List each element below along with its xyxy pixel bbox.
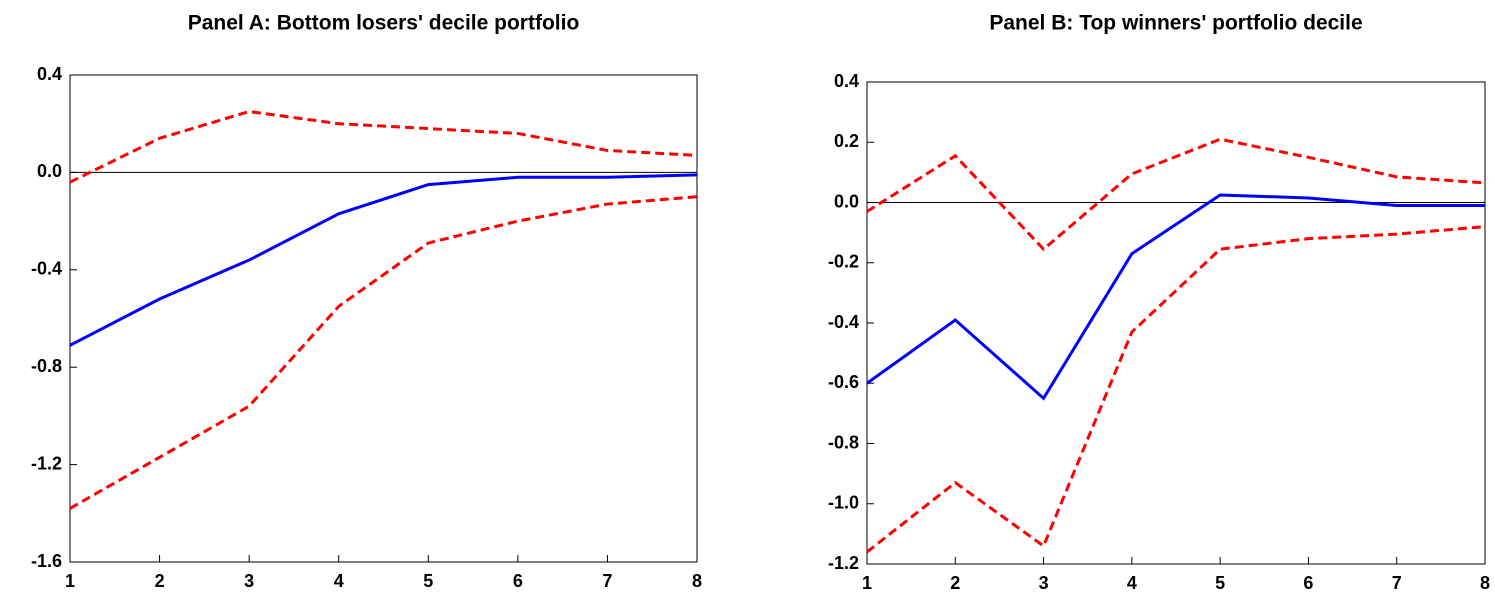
y-tick-label: -0.4 bbox=[828, 312, 859, 332]
y-tick-label: -1.2 bbox=[828, 553, 859, 573]
chart-title: Panel B: Top winners' portfolio decile bbox=[989, 12, 1362, 35]
plot-frame bbox=[69, 74, 698, 563]
y-tick-label: 0.2 bbox=[834, 131, 859, 151]
x-tick-label: 6 bbox=[1303, 573, 1313, 593]
y-tick-label: -0.4 bbox=[31, 259, 62, 279]
y-tick-label: -0.2 bbox=[828, 252, 859, 272]
band-line bbox=[866, 137, 1486, 252]
y-tick-label: 0.4 bbox=[37, 64, 62, 84]
x-tick-label: 5 bbox=[423, 571, 433, 591]
x-tick-label: 2 bbox=[155, 571, 165, 591]
x-tick-label: 4 bbox=[1127, 573, 1137, 593]
response-line bbox=[69, 173, 698, 347]
x-tick-label: 1 bbox=[862, 573, 872, 593]
x-tick-label: 2 bbox=[950, 573, 960, 593]
x-tick-label: 8 bbox=[1480, 573, 1490, 593]
y-tick-label: 0.4 bbox=[834, 71, 859, 91]
x-tick-label: 3 bbox=[1039, 573, 1049, 593]
band-line bbox=[69, 109, 698, 184]
x-tick-label: 3 bbox=[244, 571, 254, 591]
chart-title: Panel A: Bottom losers' decile portfolio bbox=[188, 12, 580, 35]
band-line bbox=[69, 195, 698, 510]
x-tick-label: 1 bbox=[65, 571, 75, 591]
y-tick-label: -1.0 bbox=[828, 493, 859, 513]
band-line bbox=[866, 225, 1486, 554]
x-tick-label: 6 bbox=[513, 571, 523, 591]
x-tick-label: 7 bbox=[602, 571, 612, 591]
x-tick-label: 4 bbox=[334, 571, 344, 591]
x-tick-label: 5 bbox=[1215, 573, 1225, 593]
y-tick-label: 0.0 bbox=[37, 161, 62, 181]
y-tick-label: -1.6 bbox=[31, 551, 62, 571]
y-tick-label: -0.8 bbox=[828, 432, 859, 452]
y-tick-label: 0.0 bbox=[834, 191, 859, 211]
x-tick-label: 7 bbox=[1392, 573, 1402, 593]
response-line bbox=[866, 193, 1485, 401]
y-tick-label: -1.2 bbox=[31, 453, 62, 473]
y-tick-label: -0.8 bbox=[31, 356, 62, 376]
x-tick-label: 8 bbox=[692, 571, 702, 591]
y-tick-label: -0.6 bbox=[828, 372, 859, 392]
